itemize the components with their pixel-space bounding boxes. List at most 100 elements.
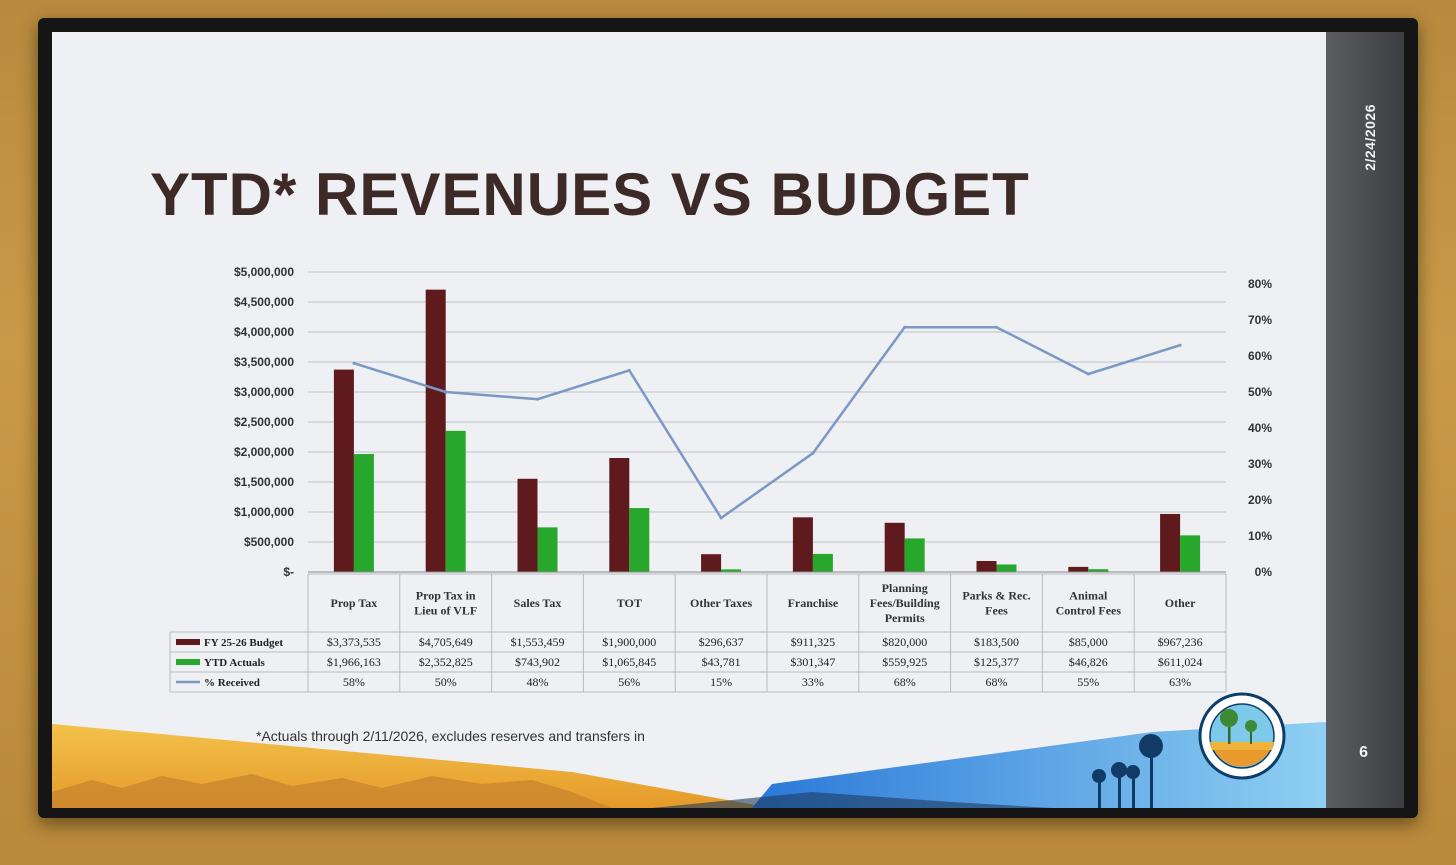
category-label: Fees [985, 604, 1008, 618]
point-pct-received [444, 390, 448, 394]
category-label: Animal [1069, 589, 1108, 603]
bar-budget [701, 554, 722, 572]
bar-actuals [721, 569, 742, 572]
table-cell-value: 68% [894, 675, 916, 689]
table-cell-value: $911,325 [791, 635, 836, 649]
y-right-tick-label: 30% [1248, 457, 1272, 471]
table-cell-value: $1,553,459 [511, 635, 565, 649]
table-cell-value: 68% [986, 675, 1008, 689]
bar-actuals [904, 538, 925, 572]
y-left-tick-label: $3,500,000 [234, 355, 294, 369]
point-pct-received [1178, 343, 1182, 347]
table-cell-value: $85,000 [1069, 635, 1108, 649]
table-cell-value: $125,377 [974, 655, 1019, 669]
category-label: TOT [617, 596, 642, 610]
y-left-tick-label: $5,000,000 [234, 265, 294, 279]
table-cell-value: $743,902 [515, 655, 560, 669]
category-label: Prop Tax [330, 596, 377, 610]
table-cell-value: $820,000 [882, 635, 927, 649]
point-pct-received [627, 368, 631, 372]
table-cell-value: $559,925 [882, 655, 927, 669]
bar-actuals [353, 454, 374, 572]
point-pct-received [352, 361, 356, 365]
slide-screen: YTD* REVENUES VS BUDGET 2/24/2026 6 *Act… [52, 32, 1404, 808]
category-label: Fees/Building [870, 596, 940, 610]
y-left-tick-label: $4,500,000 [234, 295, 294, 309]
category-label: Prop Tax in [416, 589, 476, 603]
y-left-tick-label: $4,000,000 [234, 325, 294, 339]
table-cell-value: $611,024 [1158, 655, 1203, 669]
slide-date: 2/24/2026 [1362, 104, 1378, 171]
category-label: Other Taxes [690, 596, 752, 610]
bar-budget [517, 478, 538, 572]
y-right-tick-label: 50% [1248, 385, 1272, 399]
bar-actuals [812, 553, 833, 572]
table-cell-value: $1,966,163 [327, 655, 381, 669]
bar-budget [976, 560, 997, 572]
legend-label: FY 25-26 Budget [204, 637, 283, 649]
bar-budget [1160, 513, 1181, 572]
y-right-tick-label: 60% [1248, 349, 1272, 363]
category-label: Lieu of VLF [414, 604, 477, 618]
table-cell-value: $296,637 [699, 635, 744, 649]
legend-label: YTD Actuals [204, 657, 266, 669]
bar-budget [884, 522, 905, 572]
table-cell-value: 58% [343, 675, 365, 689]
table-cell-value: 63% [1169, 675, 1191, 689]
y-right-tick-label: 0% [1255, 565, 1273, 579]
bar-budget [425, 289, 446, 572]
slide-footnote: *Actuals through 2/11/2026, excludes res… [256, 728, 645, 744]
y-left-tick-label: $500,000 [244, 535, 294, 549]
bar-budget [333, 369, 354, 572]
y-right-tick-label: 40% [1248, 421, 1272, 435]
point-pct-received [995, 325, 998, 329]
y-left-tick-label: $3,000,000 [234, 385, 294, 399]
bar-actuals [996, 564, 1017, 572]
bar-actuals [1180, 535, 1201, 572]
table-cell-value: $46,826 [1069, 655, 1108, 669]
y-right-tick-label: 10% [1248, 529, 1272, 543]
table-cell-value: 55% [1077, 675, 1099, 689]
category-label: Other [1165, 596, 1196, 610]
bar-actuals [537, 527, 558, 572]
bar-budget [792, 517, 813, 572]
table-cell-value: $43,781 [702, 655, 741, 669]
table-cell-value: $301,347 [790, 655, 835, 669]
table-cell-value: 50% [435, 675, 457, 689]
table-cell-value: $2,352,825 [419, 655, 473, 669]
slide-title: YTD* REVENUES VS BUDGET [150, 161, 1030, 228]
y-left-tick-label: $1,500,000 [234, 475, 294, 489]
bar-budget [1068, 566, 1089, 572]
mountain-silhouette [52, 774, 612, 808]
table-cell-value: $1,900,000 [602, 635, 656, 649]
table-cell-value: 15% [710, 675, 732, 689]
revenue-chart: $- $500,000 $1,000,000 $1,500,000 $2,000,000… [169, 265, 1273, 693]
category-label: Planning [882, 581, 928, 595]
slide-page-number: 6 [1359, 744, 1368, 761]
table-cell-value: 48% [527, 675, 549, 689]
sky-band [752, 722, 1326, 808]
bar-actuals [629, 508, 650, 572]
y-left-tick-label: $- [283, 565, 294, 579]
table-cell-value: $1,065,845 [602, 655, 656, 669]
category-label: Permits [885, 611, 925, 625]
y-right-tick-label: 80% [1248, 277, 1272, 291]
point-pct-received [536, 397, 539, 401]
point-pct-received [903, 325, 907, 329]
table-cell-value: 33% [802, 675, 824, 689]
bar-actuals [1088, 569, 1109, 572]
bar-actuals [445, 430, 466, 572]
table-cell-value: 56% [618, 675, 640, 689]
palm-trees-icon [1092, 734, 1163, 808]
city-seal-icon [1198, 692, 1286, 780]
y-right-tick-label: 70% [1248, 313, 1272, 327]
category-label: Sales Tax [514, 596, 562, 610]
legend-key-swatch [176, 639, 200, 645]
y-left-tick-label: $2,500,000 [234, 415, 294, 429]
y-left-tick-label: $2,000,000 [234, 445, 294, 459]
table-cell-value: $183,500 [974, 635, 1019, 649]
table-cell-value: $3,373,535 [327, 635, 381, 649]
point-pct-received [811, 451, 815, 455]
legend-key-swatch [176, 659, 200, 665]
point-pct-received [719, 516, 723, 520]
